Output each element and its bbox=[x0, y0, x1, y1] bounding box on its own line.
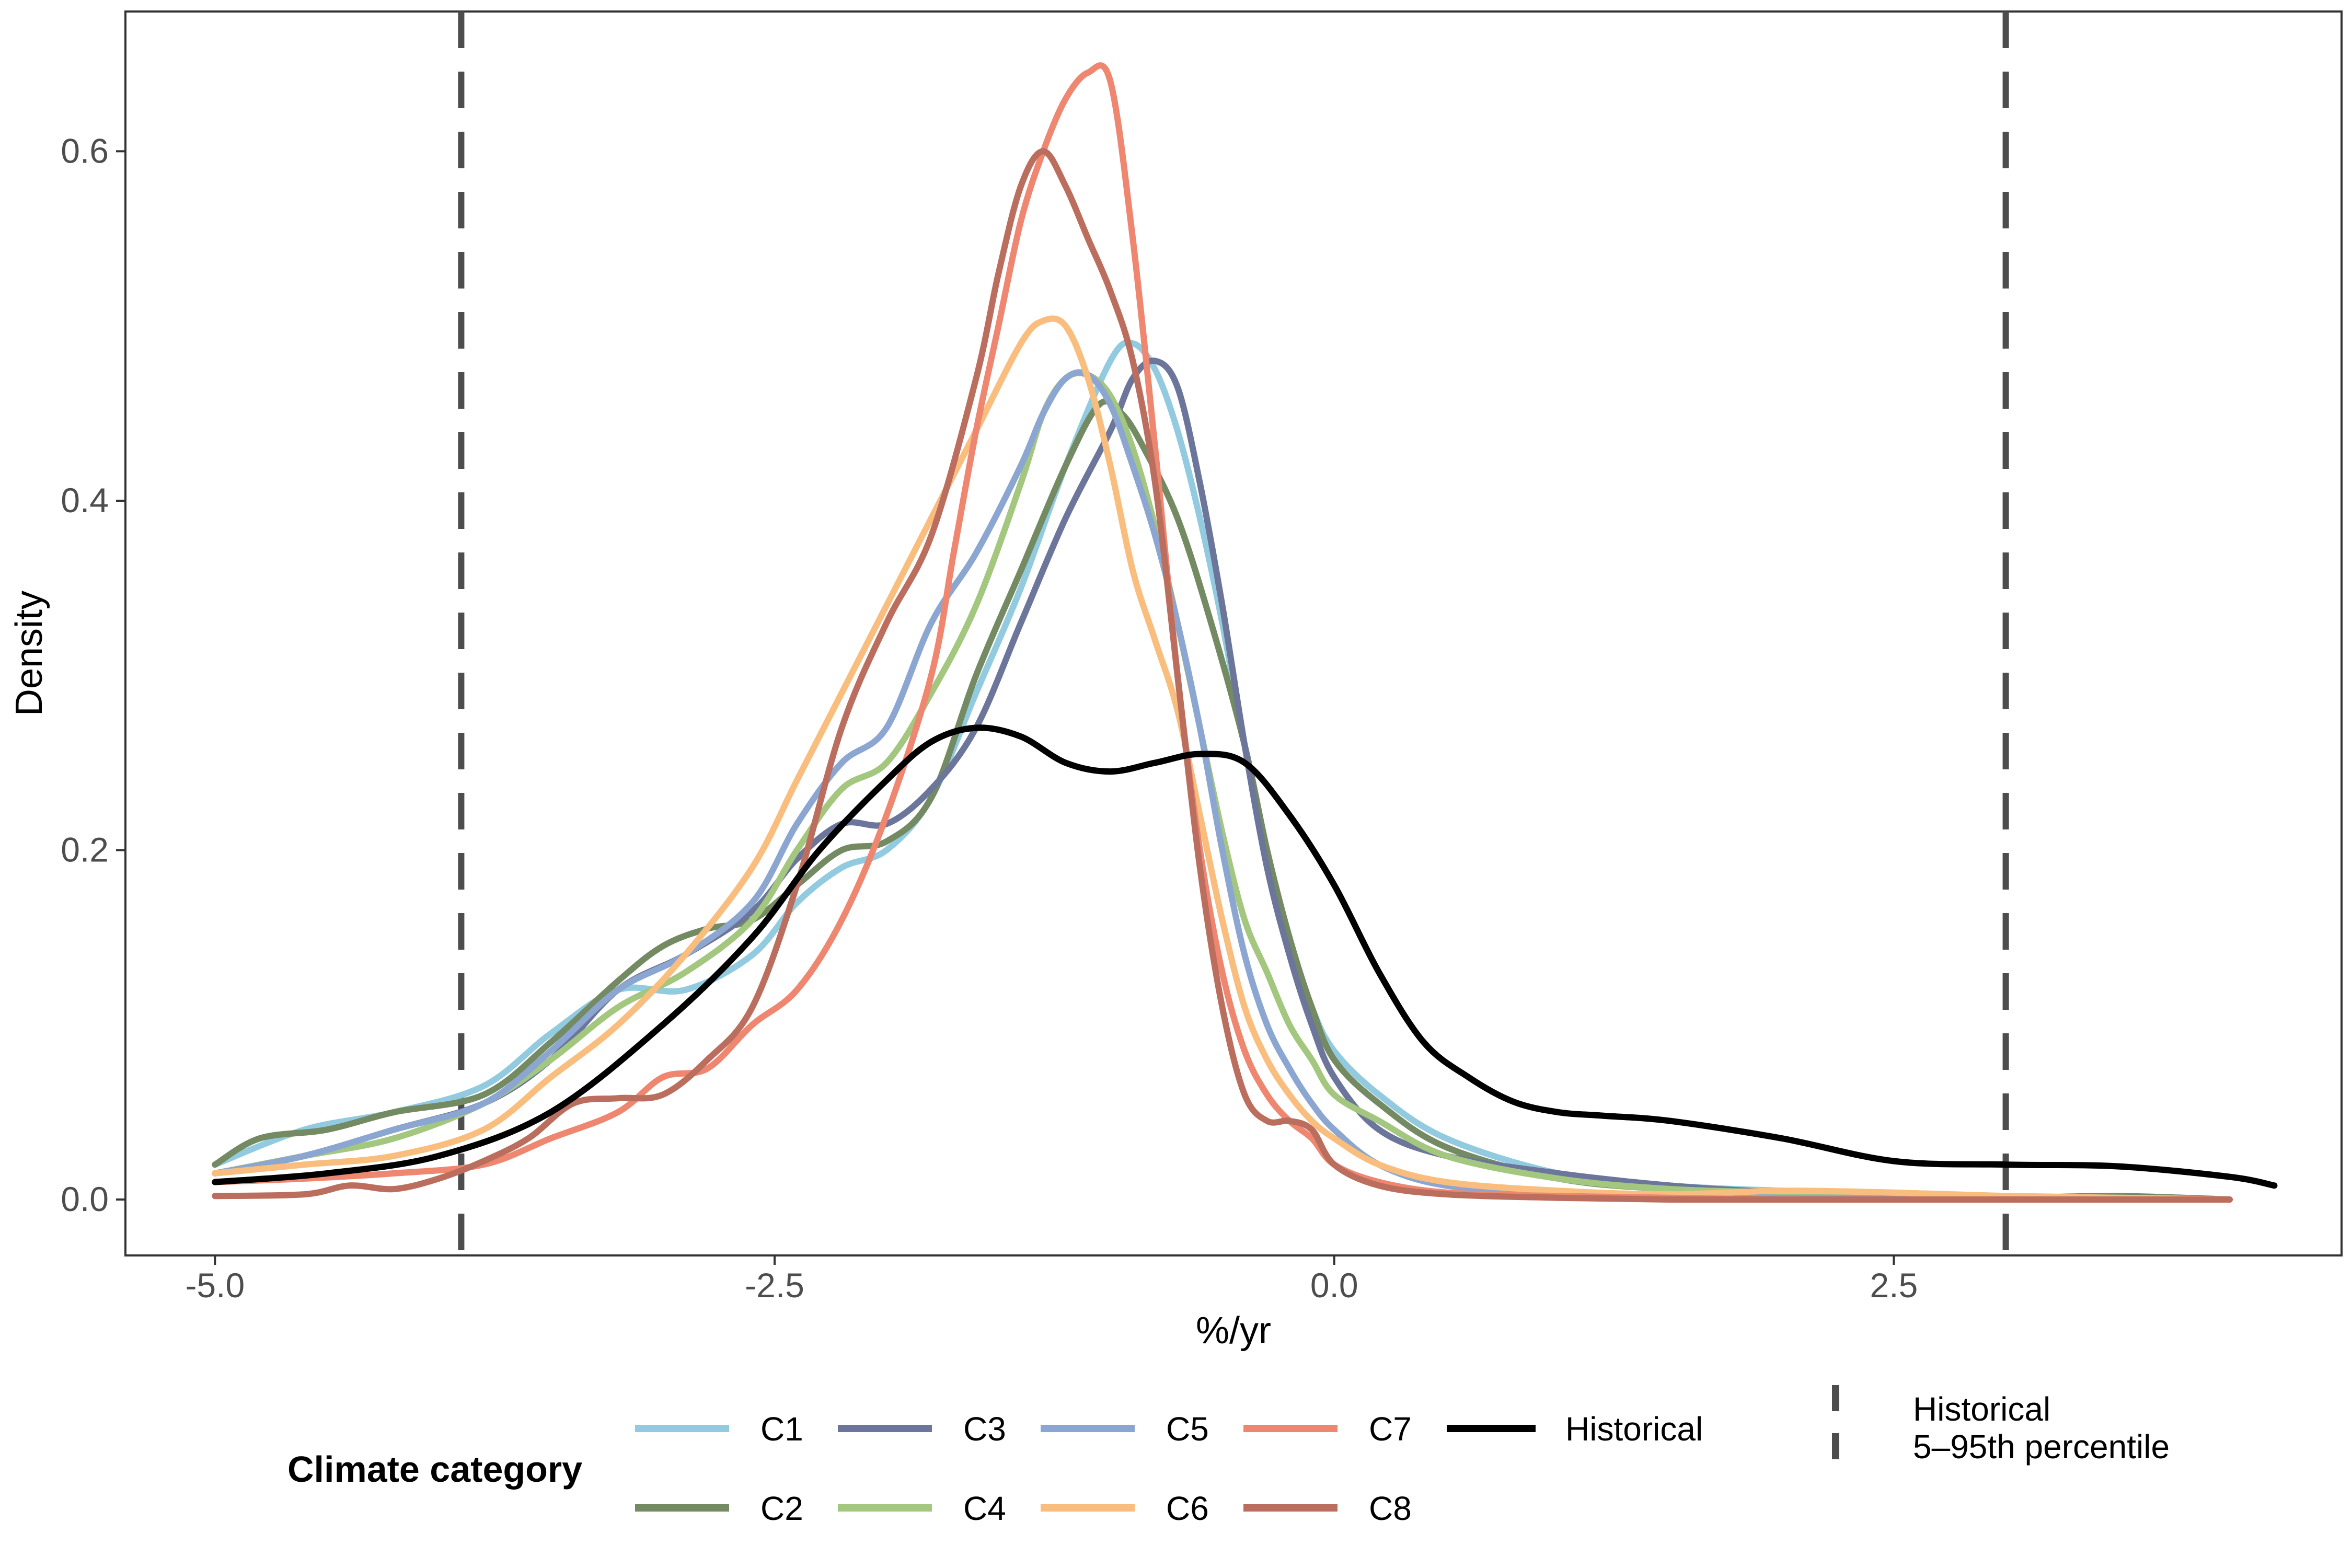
x-axis-title: %/yr bbox=[1196, 1310, 1271, 1352]
density-series bbox=[212, 62, 2278, 1203]
x-tick-label: 0.0 bbox=[1310, 1266, 1358, 1305]
legend-label-c7: C7 bbox=[1369, 1410, 1412, 1448]
axes: -5.0 -2.5 0.0 2.5 0.0 0.2 0.4 0.6 bbox=[61, 131, 1918, 1305]
x-tick-label: -5.0 bbox=[185, 1266, 245, 1305]
legend-label-c5: C5 bbox=[1166, 1410, 1209, 1448]
y-tick-label: 0.2 bbox=[61, 830, 109, 869]
y-tick-label: 0.0 bbox=[61, 1180, 109, 1218]
legend-label-c4: C4 bbox=[963, 1490, 1006, 1527]
panel-border bbox=[124, 10, 2343, 1256]
series-c6-line bbox=[212, 315, 2233, 1203]
legend-label-c2: C2 bbox=[760, 1490, 803, 1527]
legend-label-historical: Historical bbox=[1565, 1410, 1703, 1448]
series-c4-line bbox=[212, 370, 2233, 1203]
y-tick-label: 0.4 bbox=[61, 481, 109, 520]
legend-label-percentile: 5–95th percentile bbox=[1913, 1428, 2170, 1466]
x-tick-label: 2.5 bbox=[1870, 1266, 1918, 1305]
y-axis-title: Density bbox=[8, 591, 50, 716]
percentile-lines bbox=[458, 11, 2009, 1255]
x-tick-label: -2.5 bbox=[745, 1266, 804, 1305]
legend-label-c3: C3 bbox=[963, 1410, 1006, 1448]
legend-title: Climate category bbox=[287, 1449, 582, 1490]
legend-label-percentile: Historical bbox=[1913, 1390, 2050, 1428]
series-historical-line bbox=[212, 724, 2278, 1189]
series-c8-line bbox=[212, 148, 2233, 1203]
y-tick-label: 0.6 bbox=[61, 131, 109, 170]
legend-label-c1: C1 bbox=[760, 1410, 803, 1448]
legend: Climate category C1 C2 C3 C4 C5 C6 C7 C8 Histori… bbox=[287, 1385, 2170, 1527]
legend-label-c6: C6 bbox=[1166, 1490, 1209, 1527]
legend-label-c8: C8 bbox=[1369, 1490, 1412, 1527]
